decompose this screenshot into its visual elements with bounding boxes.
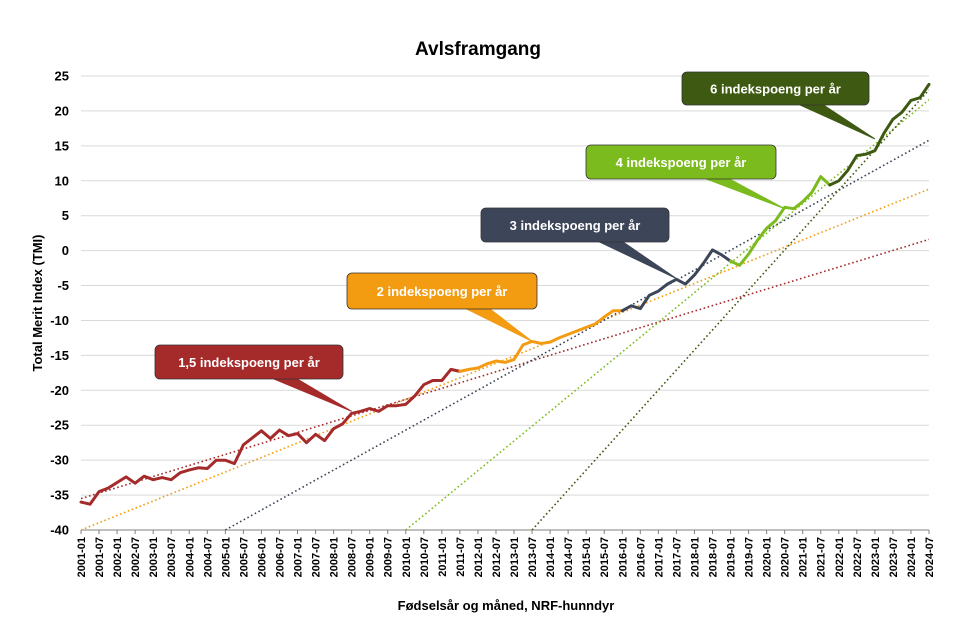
x-tick-label: 2003-07 bbox=[166, 537, 178, 577]
annotation-pointer bbox=[797, 103, 876, 140]
x-tick-label: 2006-07 bbox=[274, 537, 286, 577]
x-tick-label: 2007-01 bbox=[293, 537, 305, 577]
x-tick-label: 2020-07 bbox=[780, 537, 792, 577]
x-tick-label: 2015-01 bbox=[581, 537, 593, 577]
x-tick-label: 2020-01 bbox=[762, 537, 774, 577]
x-tick-label: 2008-01 bbox=[329, 537, 341, 577]
annotation-text: 2 indekspoeng per år bbox=[377, 284, 508, 299]
x-tick-label: 2015-07 bbox=[599, 537, 611, 577]
x-tick-label: 2011-07 bbox=[455, 537, 467, 577]
y-tick-label: -25 bbox=[50, 418, 69, 433]
annotation-box bbox=[480, 207, 670, 243]
y-tick-label: -35 bbox=[50, 488, 69, 503]
x-tick-label: 2019-07 bbox=[744, 537, 756, 577]
y-tick-label: 25 bbox=[55, 69, 69, 84]
x-tick-label: 2022-07 bbox=[852, 537, 864, 577]
x-tick-label: 2017-01 bbox=[653, 537, 665, 577]
x-tick-label: 2004-07 bbox=[202, 537, 214, 577]
axes: 25 20 15 10 5 0 -5 -10 -15 -20 -25 -30 -35 -40 2001-01… bbox=[50, 69, 936, 578]
y-tick-label: -40 bbox=[50, 523, 69, 538]
x-tick-label: 2002-01 bbox=[112, 537, 124, 577]
annotation-pointer bbox=[464, 307, 533, 342]
x-tick-label: 2023-07 bbox=[888, 537, 900, 577]
x-tick-label: 2016-01 bbox=[617, 537, 629, 577]
annotation-text: 4 indekspoeng per år bbox=[616, 155, 747, 170]
series-line bbox=[458, 309, 624, 373]
x-tick-label: 2006-01 bbox=[256, 537, 268, 577]
y-tick-label: -20 bbox=[50, 383, 69, 398]
series-line bbox=[620, 248, 732, 313]
x-tick-label: 2009-01 bbox=[365, 537, 377, 577]
x-tick-label: 2005-01 bbox=[220, 537, 232, 577]
x-tick-label: 2007-07 bbox=[311, 537, 323, 577]
x-tick-label: 2018-01 bbox=[689, 537, 701, 577]
y-tick-label: 15 bbox=[55, 138, 69, 153]
y-tick-label: -30 bbox=[50, 453, 69, 468]
x-tick-label: 2014-07 bbox=[563, 537, 575, 577]
x-tick-label: 2022-01 bbox=[834, 537, 846, 577]
series-line bbox=[79, 367, 462, 506]
annotation-text: 6 indekspoeng per år bbox=[710, 82, 841, 97]
x-tick-label: 2023-01 bbox=[870, 537, 882, 577]
x-tick-label: 2021-01 bbox=[798, 537, 810, 577]
x-tick-label: 2012-07 bbox=[491, 537, 503, 577]
y-tick-label: -5 bbox=[57, 278, 69, 293]
annotation-box bbox=[585, 144, 777, 180]
x-tick-label: 2010-07 bbox=[419, 537, 431, 577]
x-tick-label: 2024-01 bbox=[906, 537, 918, 577]
trendline bbox=[81, 238, 929, 500]
y-tick-label: 20 bbox=[55, 103, 69, 118]
annotation-pointer bbox=[597, 240, 677, 280]
x-axis-label: Fødselsår og måned, NRF-hunndyr bbox=[398, 598, 615, 613]
x-tick-label: 2018-07 bbox=[707, 537, 719, 577]
x-tick-label: 2002-07 bbox=[130, 537, 142, 577]
x-tick-label: 2003-01 bbox=[148, 537, 160, 577]
x-tick-label: 2012-01 bbox=[473, 537, 485, 577]
x-tick-label: 2013-07 bbox=[527, 537, 539, 577]
x-tick-label: 2011-01 bbox=[437, 537, 449, 577]
y-tick-label: 10 bbox=[55, 173, 69, 188]
x-tick-label: 2001-01 bbox=[76, 537, 88, 577]
series bbox=[79, 82, 931, 506]
x-tick-label: 2004-01 bbox=[184, 537, 196, 577]
x-tick-label: 2021-07 bbox=[816, 537, 828, 577]
annotation-box bbox=[154, 344, 344, 380]
x-tick-label: 2016-07 bbox=[635, 537, 647, 577]
series-line bbox=[729, 175, 832, 267]
annotation-pointer bbox=[703, 177, 785, 210]
x-tick-label: 2005-07 bbox=[238, 537, 250, 577]
x-tick-label: 2017-07 bbox=[671, 537, 683, 577]
y-tick-label: 0 bbox=[62, 243, 69, 258]
x-tick-label: 2010-01 bbox=[401, 537, 413, 577]
y-tick-label: -10 bbox=[50, 313, 69, 328]
annotation-box bbox=[681, 71, 870, 106]
annotation-pointer bbox=[271, 377, 352, 412]
x-tick-label: 2019-01 bbox=[726, 537, 738, 577]
x-tick-label: 2014-01 bbox=[545, 537, 557, 577]
chart-title: Avlsframgang bbox=[415, 39, 541, 60]
y-tick-label: 5 bbox=[62, 208, 69, 223]
annotation-text: 1,5 indekspoeng per år bbox=[178, 355, 320, 370]
y-tick-label: -15 bbox=[50, 348, 69, 363]
annotation-box bbox=[346, 272, 538, 310]
trendline bbox=[224, 139, 929, 530]
x-tick-label: 2008-07 bbox=[347, 537, 359, 577]
y-axis-label: Total Merit Index (TMI) bbox=[30, 235, 45, 372]
trendline bbox=[81, 188, 929, 530]
annotation-text: 3 indekspoeng per år bbox=[510, 218, 641, 233]
trendlines bbox=[81, 89, 929, 530]
x-tick-label: 2009-07 bbox=[383, 537, 395, 577]
series-line bbox=[828, 82, 931, 187]
x-tick-label: 2013-01 bbox=[509, 537, 521, 577]
annotations: 1,5 indekspoeng per år 2 indekspoeng per … bbox=[154, 71, 876, 412]
x-tick-label: 2001-07 bbox=[94, 537, 106, 577]
x-tick-label: 2024-07 bbox=[924, 537, 936, 577]
